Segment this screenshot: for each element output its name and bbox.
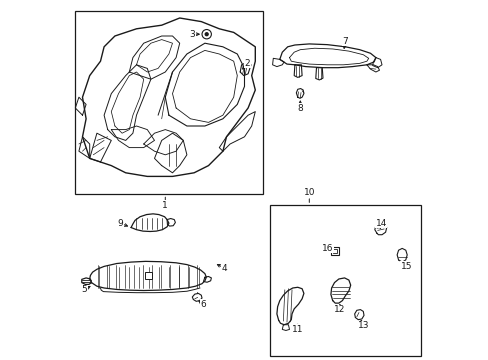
Text: 15: 15 (400, 262, 411, 271)
Text: 5: 5 (81, 285, 87, 294)
Bar (269, 205, 420, 356)
Text: 1: 1 (162, 201, 168, 210)
Text: 2: 2 (244, 58, 250, 68)
Text: 16: 16 (321, 244, 332, 253)
Bar (75, 11, 262, 194)
Text: 14: 14 (375, 219, 386, 228)
Text: 7: 7 (342, 37, 347, 46)
Text: 10: 10 (303, 188, 314, 197)
Text: 4: 4 (222, 264, 227, 273)
Text: 12: 12 (333, 305, 345, 314)
Circle shape (205, 33, 208, 36)
Text: 8: 8 (297, 104, 303, 112)
Text: 6: 6 (200, 300, 205, 309)
Bar (332, 249, 336, 253)
Bar (145, 272, 152, 279)
Text: 13: 13 (357, 321, 368, 330)
Text: 11: 11 (291, 325, 303, 334)
Text: 3: 3 (189, 30, 195, 39)
Text: 9: 9 (117, 219, 123, 228)
Bar (330, 247, 338, 255)
